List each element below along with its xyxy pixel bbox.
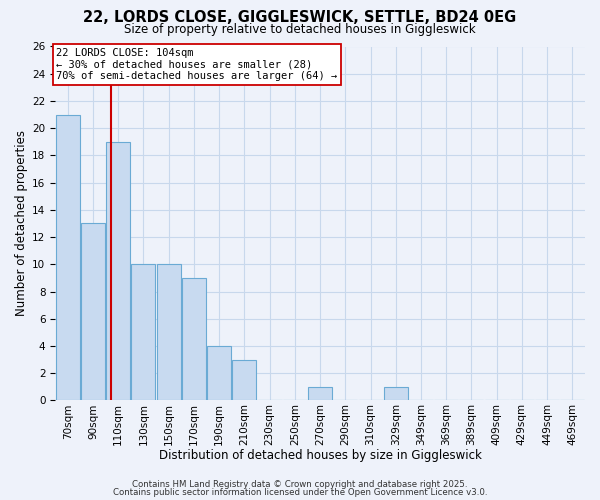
Bar bbox=[81, 224, 105, 400]
Bar bbox=[157, 264, 181, 400]
Text: 22, LORDS CLOSE, GIGGLESWICK, SETTLE, BD24 0EG: 22, LORDS CLOSE, GIGGLESWICK, SETTLE, BD… bbox=[83, 10, 517, 25]
Bar bbox=[232, 360, 256, 401]
Text: Contains public sector information licensed under the Open Government Licence v3: Contains public sector information licen… bbox=[113, 488, 487, 497]
X-axis label: Distribution of detached houses by size in Giggleswick: Distribution of detached houses by size … bbox=[158, 450, 482, 462]
Text: Size of property relative to detached houses in Giggleswick: Size of property relative to detached ho… bbox=[124, 22, 476, 36]
Y-axis label: Number of detached properties: Number of detached properties bbox=[15, 130, 28, 316]
Text: 22 LORDS CLOSE: 104sqm
← 30% of detached houses are smaller (28)
70% of semi-det: 22 LORDS CLOSE: 104sqm ← 30% of detached… bbox=[56, 48, 338, 81]
Bar bbox=[308, 387, 332, 400]
Bar bbox=[384, 387, 408, 400]
Bar bbox=[56, 114, 80, 401]
Bar bbox=[106, 142, 130, 401]
Text: Contains HM Land Registry data © Crown copyright and database right 2025.: Contains HM Land Registry data © Crown c… bbox=[132, 480, 468, 489]
Bar bbox=[131, 264, 155, 400]
Bar bbox=[182, 278, 206, 400]
Bar bbox=[207, 346, 231, 401]
